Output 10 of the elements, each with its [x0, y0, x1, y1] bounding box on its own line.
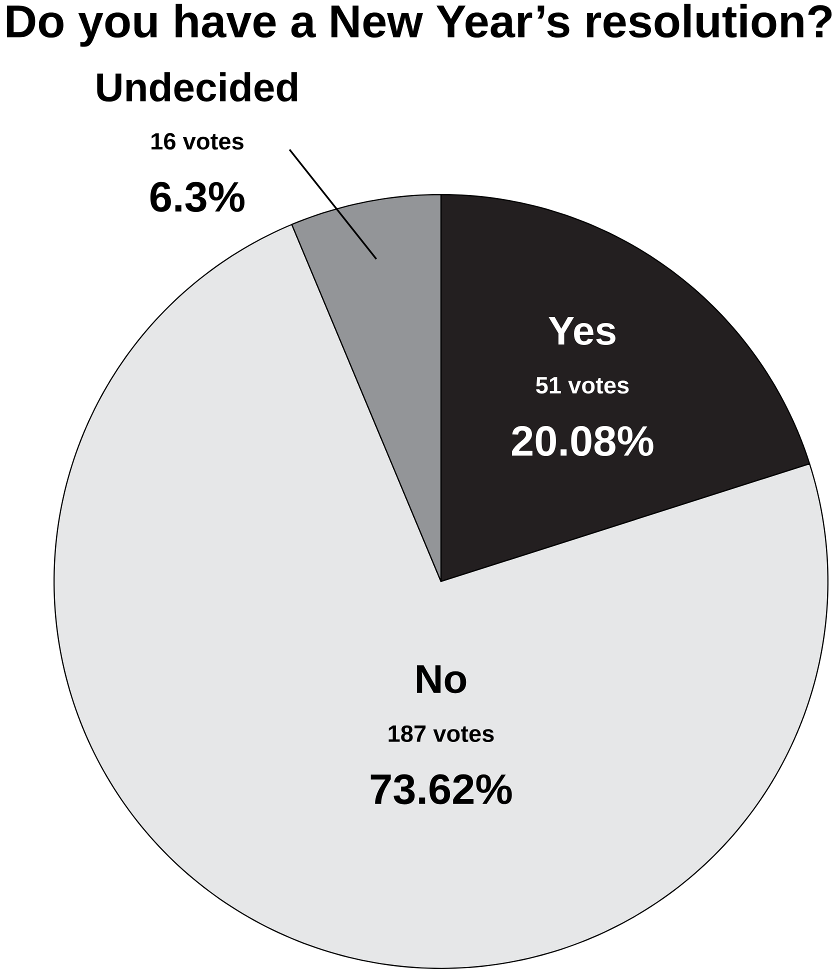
slice-label: No [416, 665, 466, 694]
text: 187 votes [388, 725, 494, 742]
data-label: 6.3% [150, 182, 244, 212]
data-label: 73.62% [370, 774, 512, 804]
data-label: 20.08% [512, 426, 654, 456]
text: 16 votes [151, 132, 244, 150]
text: 51 votes [536, 377, 629, 394]
slice-label: Yes [548, 316, 616, 345]
slice-label: Undecided [97, 72, 297, 102]
chart-title: Do you have a New Year’s resolution? [6, 4, 832, 47]
